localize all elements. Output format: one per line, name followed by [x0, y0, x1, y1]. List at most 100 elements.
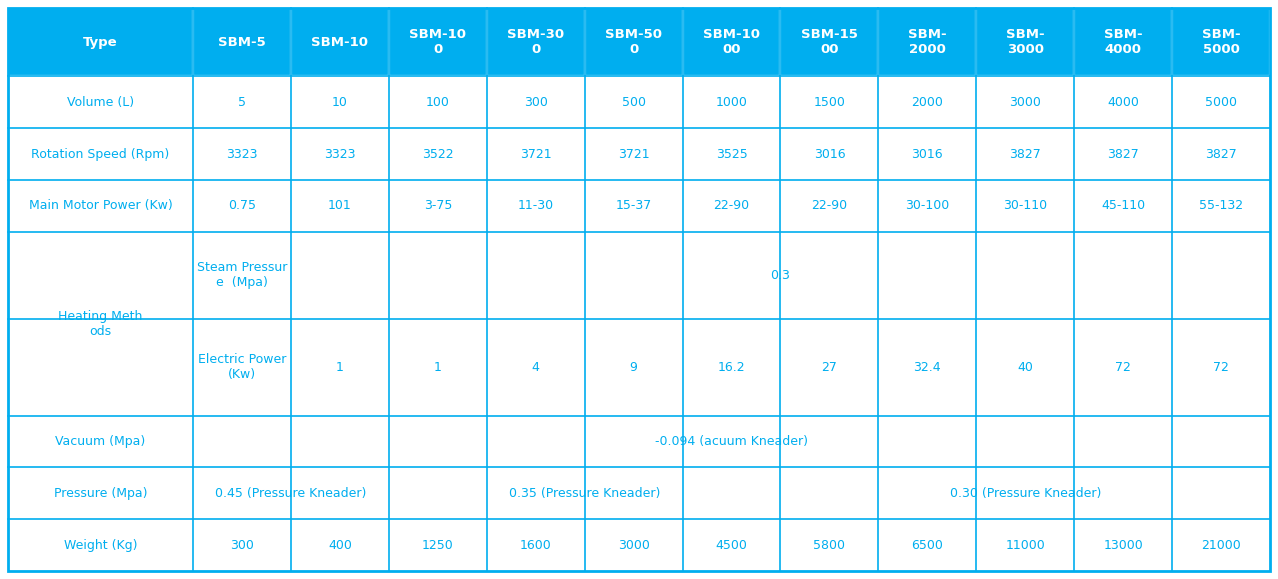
Text: 4: 4: [532, 361, 539, 373]
Bar: [878, 76, 976, 128]
Bar: [8, 180, 193, 232]
Text: 4000: 4000: [1107, 96, 1139, 109]
Text: 1600: 1600: [520, 538, 552, 552]
Text: 3000: 3000: [1010, 96, 1042, 109]
Bar: [781, 467, 1270, 519]
Bar: [1172, 76, 1270, 128]
Text: 0.3: 0.3: [771, 269, 790, 282]
Text: 3827: 3827: [1107, 148, 1139, 160]
Bar: [584, 8, 682, 76]
Text: 22-90: 22-90: [713, 199, 750, 212]
Text: 0.30 (Pressure Kneader): 0.30 (Pressure Kneader): [950, 487, 1100, 500]
Text: 11000: 11000: [1006, 538, 1045, 552]
Text: 16.2: 16.2: [718, 361, 745, 373]
Bar: [193, 519, 291, 571]
Text: SBM-30
0: SBM-30 0: [507, 28, 565, 56]
Bar: [291, 232, 1270, 319]
Bar: [1172, 519, 1270, 571]
Bar: [781, 8, 878, 76]
Bar: [487, 8, 584, 76]
Text: 3721: 3721: [520, 148, 552, 160]
Text: Type: Type: [83, 36, 118, 49]
Text: Rotation Speed (Rpm): Rotation Speed (Rpm): [32, 148, 170, 160]
Text: SBM-50
0: SBM-50 0: [604, 28, 662, 56]
Bar: [682, 128, 781, 180]
Bar: [291, 76, 389, 128]
Text: 3016: 3016: [911, 148, 943, 160]
Bar: [781, 180, 878, 232]
Bar: [584, 519, 682, 571]
Bar: [1172, 128, 1270, 180]
Text: Volume (L): Volume (L): [66, 96, 134, 109]
Bar: [976, 128, 1075, 180]
Text: 0.75: 0.75: [227, 199, 256, 212]
Bar: [193, 180, 291, 232]
Bar: [8, 467, 193, 519]
Bar: [193, 128, 291, 180]
Bar: [1075, 180, 1172, 232]
Bar: [1172, 8, 1270, 76]
Text: 9: 9: [630, 361, 638, 373]
Bar: [389, 180, 487, 232]
Text: 40: 40: [1017, 361, 1033, 373]
Bar: [878, 128, 976, 180]
Text: 27: 27: [822, 361, 837, 373]
Text: 5800: 5800: [813, 538, 846, 552]
Bar: [781, 319, 878, 416]
Bar: [682, 519, 781, 571]
Text: -0.094 (acuum Kneader): -0.094 (acuum Kneader): [656, 435, 808, 448]
Text: 500: 500: [621, 96, 645, 109]
Bar: [193, 8, 291, 76]
Bar: [8, 8, 193, 76]
Text: 300: 300: [524, 96, 548, 109]
Bar: [291, 519, 389, 571]
Bar: [291, 128, 389, 180]
Text: SBM-
4000: SBM- 4000: [1104, 28, 1143, 56]
Text: 4500: 4500: [716, 538, 748, 552]
Bar: [584, 180, 682, 232]
Text: 22-90: 22-90: [812, 199, 847, 212]
Text: 3525: 3525: [716, 148, 748, 160]
Text: 11-30: 11-30: [518, 199, 553, 212]
Bar: [781, 76, 878, 128]
Bar: [1075, 8, 1172, 76]
Text: Vacuum (Mpa): Vacuum (Mpa): [55, 435, 146, 448]
Text: 72: 72: [1116, 361, 1131, 373]
Bar: [193, 319, 291, 416]
Bar: [878, 8, 976, 76]
Text: 0.45 (Pressure Kneader): 0.45 (Pressure Kneader): [215, 487, 367, 500]
Text: SBM-
3000: SBM- 3000: [1006, 28, 1044, 56]
Bar: [193, 76, 291, 128]
Text: Steam Pressur
e  (Mpa): Steam Pressur e (Mpa): [197, 261, 288, 290]
Bar: [193, 467, 389, 519]
Text: 3000: 3000: [617, 538, 649, 552]
Text: 1250: 1250: [422, 538, 454, 552]
Bar: [1172, 180, 1270, 232]
Text: 3827: 3827: [1010, 148, 1042, 160]
Bar: [389, 319, 487, 416]
Text: 101: 101: [328, 199, 351, 212]
Bar: [878, 180, 976, 232]
Bar: [682, 8, 781, 76]
Bar: [976, 519, 1075, 571]
Text: Main Motor Power (Kw): Main Motor Power (Kw): [28, 199, 173, 212]
Text: 2000: 2000: [911, 96, 943, 109]
Bar: [1075, 76, 1172, 128]
Text: Weight (Kg): Weight (Kg): [64, 538, 137, 552]
Bar: [389, 76, 487, 128]
Text: SBM-5: SBM-5: [219, 36, 266, 49]
Bar: [8, 128, 193, 180]
Bar: [487, 319, 584, 416]
Text: SBM-
5000: SBM- 5000: [1201, 28, 1241, 56]
Text: 15-37: 15-37: [616, 199, 652, 212]
Text: SBM-
2000: SBM- 2000: [909, 28, 947, 56]
Bar: [291, 180, 389, 232]
Text: 0.35 (Pressure Kneader): 0.35 (Pressure Kneader): [509, 487, 661, 500]
Text: 55-132: 55-132: [1199, 199, 1243, 212]
Text: 30-100: 30-100: [905, 199, 950, 212]
Text: SBM-10
0: SBM-10 0: [409, 28, 466, 56]
Bar: [976, 76, 1075, 128]
Bar: [976, 180, 1075, 232]
Bar: [487, 76, 584, 128]
Text: 300: 300: [230, 538, 254, 552]
